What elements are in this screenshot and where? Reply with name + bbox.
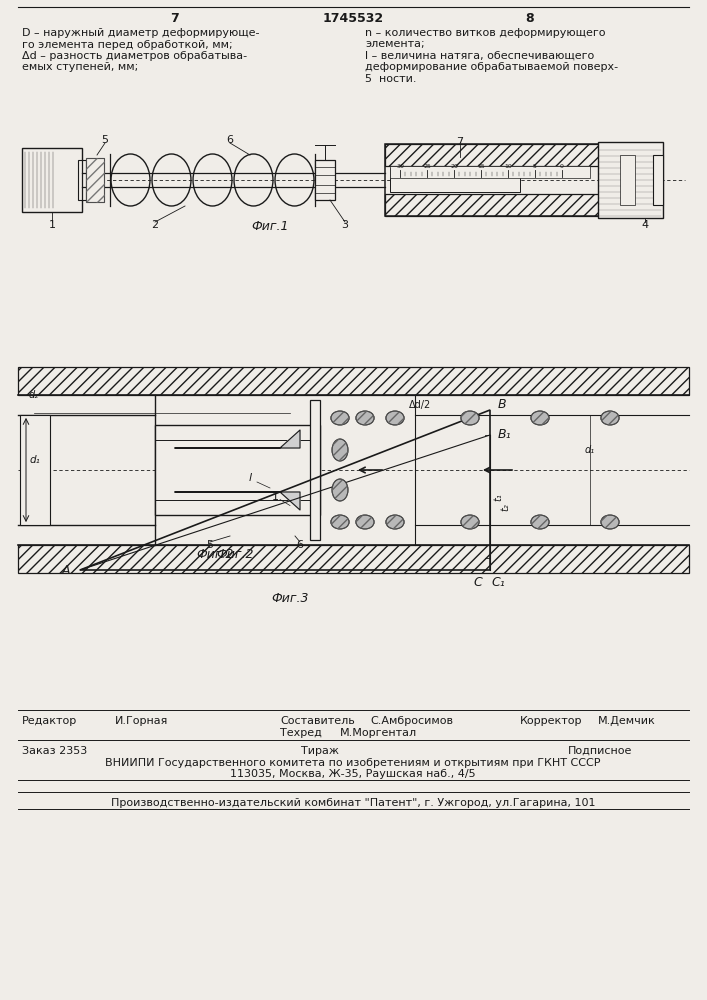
Text: 30: 30: [396, 164, 404, 169]
Bar: [315, 167, 335, 193]
Text: Δd/2: Δd/2: [409, 400, 431, 410]
Text: 5: 5: [533, 164, 537, 169]
Ellipse shape: [332, 479, 348, 501]
Polygon shape: [175, 430, 300, 448]
Text: 113035, Москва, Ж-35, Раушская наб., 4/5: 113035, Москва, Ж-35, Раушская наб., 4/5: [230, 769, 476, 779]
Text: l – величина натяга, обеспечивающего: l – величина натяга, обеспечивающего: [365, 51, 595, 61]
Ellipse shape: [531, 515, 549, 529]
Text: емых ступеней, мм;: емых ступеней, мм;: [22, 62, 139, 73]
Text: Δd – разность диаметров обрабатыва-: Δd – разность диаметров обрабатыва-: [22, 51, 247, 61]
Text: Фиг.2: Фиг.2: [216, 548, 254, 561]
Text: d₂: d₂: [29, 390, 39, 400]
Text: D – наружный диаметр деформирующе-: D – наружный диаметр деформирующе-: [22, 28, 259, 38]
Text: C: C: [474, 576, 482, 589]
Bar: [18, 367, 689, 395]
Bar: [653, 155, 663, 205]
Bar: [310, 400, 320, 540]
Bar: [390, 166, 590, 178]
Bar: [86, 158, 104, 202]
Text: Тираж: Тираж: [301, 746, 339, 756]
Text: М.Моргентал: М.Моргентал: [340, 728, 417, 738]
Text: 1: 1: [271, 492, 279, 502]
Polygon shape: [175, 492, 300, 510]
Ellipse shape: [331, 515, 349, 529]
Text: Редактор: Редактор: [22, 716, 77, 726]
Bar: [20, 415, 50, 525]
Text: Фиг.3: Фиг.3: [271, 592, 309, 605]
Text: d₁: d₁: [30, 455, 41, 465]
Text: Корректор: Корректор: [520, 716, 583, 726]
Text: деформирование обрабатываемой поверх-: деформирование обрабатываемой поверх-: [365, 62, 618, 73]
Text: 1: 1: [49, 220, 56, 230]
Text: 6: 6: [226, 135, 233, 145]
Bar: [18, 545, 689, 573]
Text: 15: 15: [477, 164, 485, 169]
Bar: [385, 194, 655, 216]
Text: го элемента перед обработкой, мм;: го элемента перед обработкой, мм;: [22, 39, 233, 49]
Text: 4: 4: [641, 220, 648, 230]
Text: Производственно-издательский комбинат "Патент", г. Ужгород, ул.Гагарина, 101: Производственно-издательский комбинат "П…: [111, 798, 595, 808]
Ellipse shape: [386, 411, 404, 425]
Text: 3: 3: [341, 220, 349, 230]
Text: Составитель: Составитель: [280, 716, 355, 726]
Text: d₁: d₁: [585, 445, 595, 455]
Bar: [620, 155, 635, 205]
Bar: [78, 160, 86, 200]
Text: Подписное: Подписное: [568, 746, 632, 756]
Text: t₁: t₁: [493, 494, 503, 501]
Ellipse shape: [332, 439, 348, 461]
Ellipse shape: [461, 411, 479, 425]
Bar: [385, 144, 655, 166]
Text: t₂: t₂: [500, 504, 510, 511]
Text: B: B: [498, 398, 506, 412]
Text: 5  ности.: 5 ности.: [365, 74, 416, 84]
Ellipse shape: [356, 515, 374, 529]
Bar: [385, 144, 655, 216]
Text: B₁: B₁: [497, 428, 511, 442]
Ellipse shape: [386, 515, 404, 529]
Text: 5: 5: [206, 540, 214, 550]
Text: 25: 25: [423, 164, 431, 169]
Text: A: A: [62, 564, 70, 576]
Text: 20: 20: [450, 164, 458, 169]
Text: 2: 2: [151, 220, 158, 230]
Bar: [390, 168, 520, 192]
Ellipse shape: [331, 411, 349, 425]
Text: Фиг.1: Фиг.1: [251, 221, 288, 233]
Text: Заказ 2353: Заказ 2353: [22, 746, 87, 756]
Bar: [598, 142, 663, 218]
Text: 7: 7: [457, 137, 464, 147]
Bar: [315, 160, 335, 200]
Text: ВНИИПИ Государственного комитета по изобретениям и открытиям при ГКНТ СССР: ВНИИПИ Государственного комитета по изоб…: [105, 758, 601, 768]
Text: Фиг.2: Фиг.2: [197, 548, 234, 561]
Bar: [155, 425, 320, 515]
Bar: [22, 148, 82, 212]
Bar: [86, 158, 104, 202]
Text: 7: 7: [170, 12, 180, 25]
Text: элемента;: элемента;: [365, 39, 425, 49]
Text: 5: 5: [102, 135, 108, 145]
Ellipse shape: [601, 411, 619, 425]
Ellipse shape: [531, 411, 549, 425]
Text: l: l: [248, 473, 252, 483]
Text: C₁: C₁: [491, 576, 505, 589]
Text: 1745532: 1745532: [322, 12, 384, 25]
Text: М.Демчик: М.Демчик: [598, 716, 656, 726]
Text: 0: 0: [560, 164, 564, 169]
Text: n – количество витков деформирующего: n – количество витков деформирующего: [365, 28, 605, 38]
Text: 8: 8: [526, 12, 534, 25]
Text: И.Горная: И.Горная: [115, 716, 168, 726]
Text: 10: 10: [504, 164, 512, 169]
Ellipse shape: [356, 411, 374, 425]
Ellipse shape: [461, 515, 479, 529]
Text: Техред: Техред: [280, 728, 322, 738]
Text: С.Амбросимов: С.Амбросимов: [370, 716, 453, 726]
Ellipse shape: [601, 515, 619, 529]
Text: 6: 6: [296, 540, 303, 550]
